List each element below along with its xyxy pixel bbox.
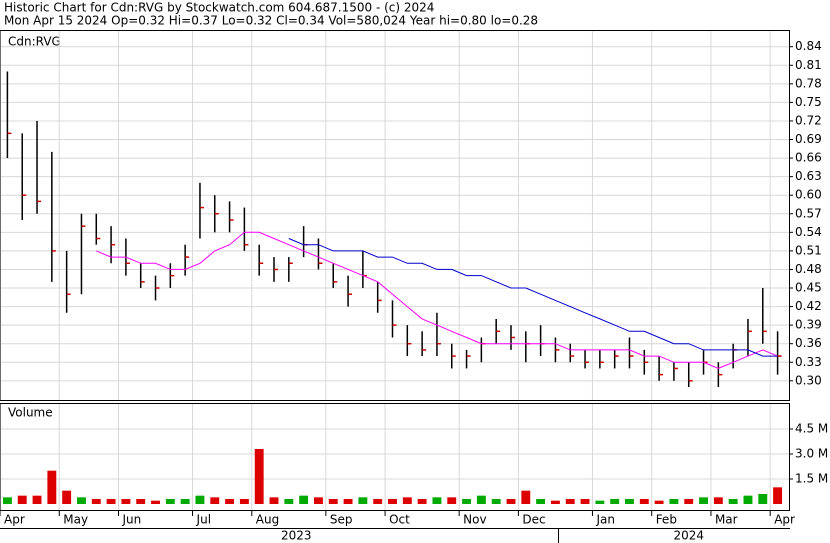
- y-tick-label: 3.0 M: [795, 447, 828, 461]
- volume-bar: [550, 500, 560, 504]
- volume-bar: [77, 497, 86, 504]
- x-tick-label: Jun: [121, 513, 141, 527]
- chart-title: Historic Chart for Cdn:RVG by Stockwatch…: [4, 1, 434, 15]
- y-tick-label: 0.45: [795, 281, 822, 295]
- volume-bar: [417, 499, 427, 504]
- x-tick-label: Nov: [463, 513, 486, 527]
- volume-bar: [758, 494, 768, 504]
- volume-bar: [269, 497, 279, 504]
- volume-bar: [180, 499, 190, 504]
- chart-subtitle: Mon Apr 15 2024 Op=0.32 Hi=0.37 Lo=0.32 …: [4, 14, 538, 28]
- volume-bar: [358, 497, 368, 504]
- x-tick-label: Feb: [656, 513, 677, 527]
- volume-bar: [476, 495, 486, 504]
- y-tick-label: 0.33: [795, 355, 822, 369]
- y-tick-label: 0.69: [795, 132, 822, 146]
- volume-bar: [684, 499, 694, 504]
- year-label: 2023: [281, 529, 312, 543]
- volume-bar: [91, 499, 101, 504]
- volume-panel-label: Volume: [8, 406, 53, 420]
- volume-bar: [610, 499, 620, 504]
- y-tick-label: 0.48: [795, 262, 822, 276]
- y-tick-label: 0.39: [795, 318, 822, 332]
- volume-bar: [225, 499, 235, 504]
- x-tick-label: Jul: [196, 513, 211, 527]
- x-tick-label: May: [63, 513, 88, 527]
- y-tick-label: 0.36: [795, 336, 822, 350]
- volume-bar: [402, 497, 412, 504]
- volume-bar: [239, 499, 249, 504]
- year-label: 2024: [673, 529, 704, 543]
- x-tick-label: Dec: [522, 513, 545, 527]
- volume-bar: [343, 499, 353, 504]
- x-tick-label: Aug: [256, 513, 279, 527]
- volume-bar: [373, 499, 383, 504]
- volume-bar: [299, 495, 309, 504]
- volume-bar: [639, 499, 649, 504]
- volume-bar: [2, 497, 12, 504]
- y-tick-label: 0.81: [795, 58, 822, 72]
- volume-bar: [699, 497, 708, 504]
- volume-bar: [669, 499, 679, 504]
- volume-bar: [210, 497, 220, 504]
- volume-bar: [328, 499, 338, 504]
- volume-bar: [47, 470, 57, 504]
- volume-bar: [151, 500, 160, 504]
- y-tick-label: 0.84: [795, 39, 822, 53]
- y-tick-label: 0.66: [795, 151, 822, 165]
- y-tick-label: 0.60: [795, 188, 822, 202]
- volume-bar: [625, 499, 634, 504]
- volume-bar: [506, 499, 516, 504]
- volume-bar: [773, 487, 783, 504]
- price-panel-label: Cdn:RVG: [8, 35, 61, 49]
- volume-bar: [654, 500, 664, 504]
- volume-bar: [388, 499, 397, 504]
- y-tick-label: 0.57: [795, 206, 822, 220]
- y-tick-label: 0.30: [795, 373, 822, 387]
- volume-bar: [17, 495, 27, 504]
- volume-bar: [565, 499, 575, 504]
- moving-average: [288, 238, 778, 357]
- y-tick-label: 0.51: [795, 243, 822, 257]
- y-tick-label: 0.75: [795, 95, 822, 109]
- volume-bar: [743, 495, 753, 504]
- volume-bar: [136, 499, 146, 504]
- volume-bar: [536, 499, 546, 504]
- volume-bar: [314, 497, 323, 504]
- x-tick-label: Mar: [715, 513, 738, 527]
- y-tick-label: 0.72: [795, 113, 822, 127]
- x-tick-label: Apr: [4, 513, 25, 527]
- volume-bar: [447, 497, 457, 504]
- volume-bar: [432, 497, 442, 504]
- volume-bar: [284, 499, 294, 504]
- volume-bar: [728, 499, 738, 504]
- volume-bar: [491, 499, 501, 504]
- y-tick-label: 0.54: [795, 225, 822, 239]
- volume-bar: [462, 499, 471, 504]
- x-tick-label: Sep: [330, 513, 353, 527]
- volume-bar: [32, 495, 42, 504]
- x-tick-label: Apr: [774, 513, 795, 527]
- volume-bar: [521, 490, 531, 504]
- volume-bar: [165, 499, 175, 504]
- volume-bar: [106, 499, 116, 504]
- volume-bar: [595, 500, 605, 504]
- x-tick-label: Oct: [389, 513, 410, 527]
- y-tick-label: 0.78: [795, 76, 822, 90]
- y-tick-label: 0.42: [795, 299, 822, 313]
- moving-average: [96, 231, 778, 369]
- volume-bar: [580, 499, 590, 504]
- y-tick-label: 1.5 M: [795, 472, 828, 486]
- volume-bar: [62, 490, 72, 504]
- volume-bar: [195, 495, 205, 504]
- volume-bar: [254, 449, 264, 504]
- y-tick-label: 0.63: [795, 169, 822, 183]
- volume-bar: [713, 497, 723, 504]
- x-tick-label: Jan: [595, 513, 615, 527]
- volume-bar: [121, 499, 131, 504]
- y-tick-label: 4.5 M: [795, 422, 828, 436]
